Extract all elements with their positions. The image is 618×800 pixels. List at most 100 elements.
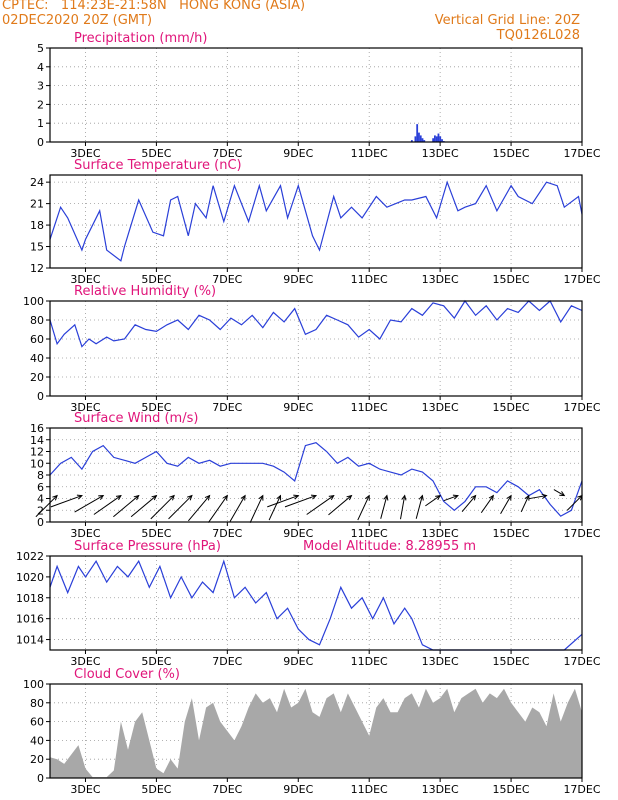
x-tick-label: 11DEC [351, 527, 388, 540]
x-tick-label: 9DEC [283, 527, 313, 540]
panel-frame [49, 683, 583, 779]
x-tick-label: 13DEC [422, 783, 459, 796]
x-tick-label: 5DEC [141, 655, 171, 668]
wind-arrow-head [186, 494, 193, 501]
x-tick-label: 11DEC [351, 273, 388, 286]
y-tick-label: 0 [37, 516, 44, 529]
x-tick-label: 13DEC [422, 527, 459, 540]
precip-bar [437, 133, 440, 142]
x-tick-label: 7DEC [212, 655, 242, 668]
x-tick-label: 5DEC [141, 527, 171, 540]
wind-arrow [357, 495, 370, 521]
x-tick-label: 17DEC [563, 783, 600, 796]
wind-arrow [207, 495, 228, 523]
x-tick-label: 17DEC [563, 527, 600, 540]
header-grid-line: Vertical Grid Line: 20Z [434, 13, 580, 28]
x-tick-label: 9DEC [283, 655, 313, 668]
y-tick-label: 1 [37, 117, 44, 130]
wind-arrow [520, 495, 530, 513]
y-tick-label: 4 [37, 61, 44, 74]
panel-subtitle: Model Altitude: 8.28955 m [303, 539, 476, 554]
y-tick-label: 12 [30, 446, 44, 459]
x-tick-label: 7DEC [212, 147, 242, 160]
precip-bar [410, 140, 413, 142]
wind-arrow-head [559, 491, 566, 497]
wind-arrow-head [258, 494, 264, 501]
y-tick-label: 1022 [16, 550, 44, 563]
wind-arrow [400, 495, 406, 520]
wind-arrow-head [506, 494, 512, 501]
precip-bar [435, 136, 438, 142]
y-tick-label: 100 [23, 678, 44, 691]
x-tick-label: 13DEC [422, 147, 459, 160]
precip-bar [432, 138, 435, 142]
wind-series-line [49, 442, 583, 517]
x-tick-label: 7DEC [212, 527, 242, 540]
x-tick-label: 17DEC [563, 655, 600, 668]
wind-arrow [268, 495, 281, 521]
x-tick-label: 17DEC [563, 273, 600, 286]
header-datetime: 02DEC2020 20Z (GMT) [2, 13, 153, 28]
x-tick-label: 9DEC [283, 783, 313, 796]
header-run-code: TQ0126L028 [496, 28, 580, 43]
wind-arrow [528, 495, 547, 500]
wind-arrow-head [435, 494, 442, 501]
y-tick-label: 6 [37, 481, 44, 494]
x-tick-label: 9DEC [283, 273, 313, 286]
x-tick-label: 5DEC [141, 273, 171, 286]
y-tick-label: 8 [37, 469, 44, 482]
x-tick-label: 3DEC [70, 401, 100, 414]
wind-arrow [249, 495, 264, 523]
x-tick-label: 15DEC [493, 783, 530, 796]
x-tick-label: 7DEC [212, 273, 242, 286]
wind-arrow [284, 495, 317, 508]
wind-arrow [480, 495, 494, 514]
wind-arrow [415, 495, 423, 519]
panel-frame [49, 300, 583, 397]
wind-arrow-head [346, 494, 353, 501]
wind-arrow-head [115, 494, 122, 501]
y-tick-label: 20 [30, 753, 44, 766]
y-tick-label: 60 [30, 716, 44, 729]
precip-bar [419, 135, 422, 142]
wind-arrow-head [470, 494, 477, 501]
x-tick-label: 13DEC [422, 401, 459, 414]
y-tick-label: 1016 [16, 613, 44, 626]
wind-arrow-head [52, 494, 58, 501]
header-location: CPTEC: 114:23E-21:58N HONG KONG (ASIA) [2, 0, 306, 13]
wind-arrow-head [222, 494, 228, 501]
y-tick-label: 0 [37, 390, 44, 403]
x-tick-label: 15DEC [493, 401, 530, 414]
x-tick-label: 5DEC [141, 147, 171, 160]
x-tick-label: 17DEC [563, 147, 600, 160]
wind-arrow-head [310, 494, 318, 500]
y-tick-label: 40 [30, 734, 44, 747]
panel-title: Surface Temperature (nC) [74, 158, 242, 173]
wind-arrow [188, 495, 210, 522]
y-tick-label: 5 [37, 42, 44, 55]
wind-arrow [553, 489, 565, 496]
wind-arrow-head [541, 493, 548, 499]
wind-arrow [328, 495, 352, 516]
y-tick-label: 18 [30, 219, 44, 232]
y-tick-label: 14 [30, 434, 44, 447]
wind-arrow-head [401, 494, 407, 501]
precip-bar [423, 140, 426, 142]
wind-arrow [500, 495, 512, 514]
wind-arrow-head [364, 494, 370, 501]
x-tick-label: 11DEC [351, 401, 388, 414]
panel-title: Precipitation (mm/h) [74, 31, 207, 46]
y-tick-label: 1020 [16, 571, 44, 584]
y-tick-label: 21 [30, 198, 44, 211]
x-tick-label: 9DEC [283, 147, 313, 160]
x-tick-label: 11DEC [351, 655, 388, 668]
y-tick-label: 40 [30, 352, 44, 365]
x-tick-label: 11DEC [351, 147, 388, 160]
wind-arrow [35, 495, 58, 518]
wind-arrow-head [488, 494, 494, 501]
wind-arrow [229, 495, 246, 522]
pres-series-line [49, 559, 583, 651]
x-tick-label: 5DEC [141, 783, 171, 796]
x-tick-label: 3DEC [70, 655, 100, 668]
wind-arrow [50, 495, 83, 508]
